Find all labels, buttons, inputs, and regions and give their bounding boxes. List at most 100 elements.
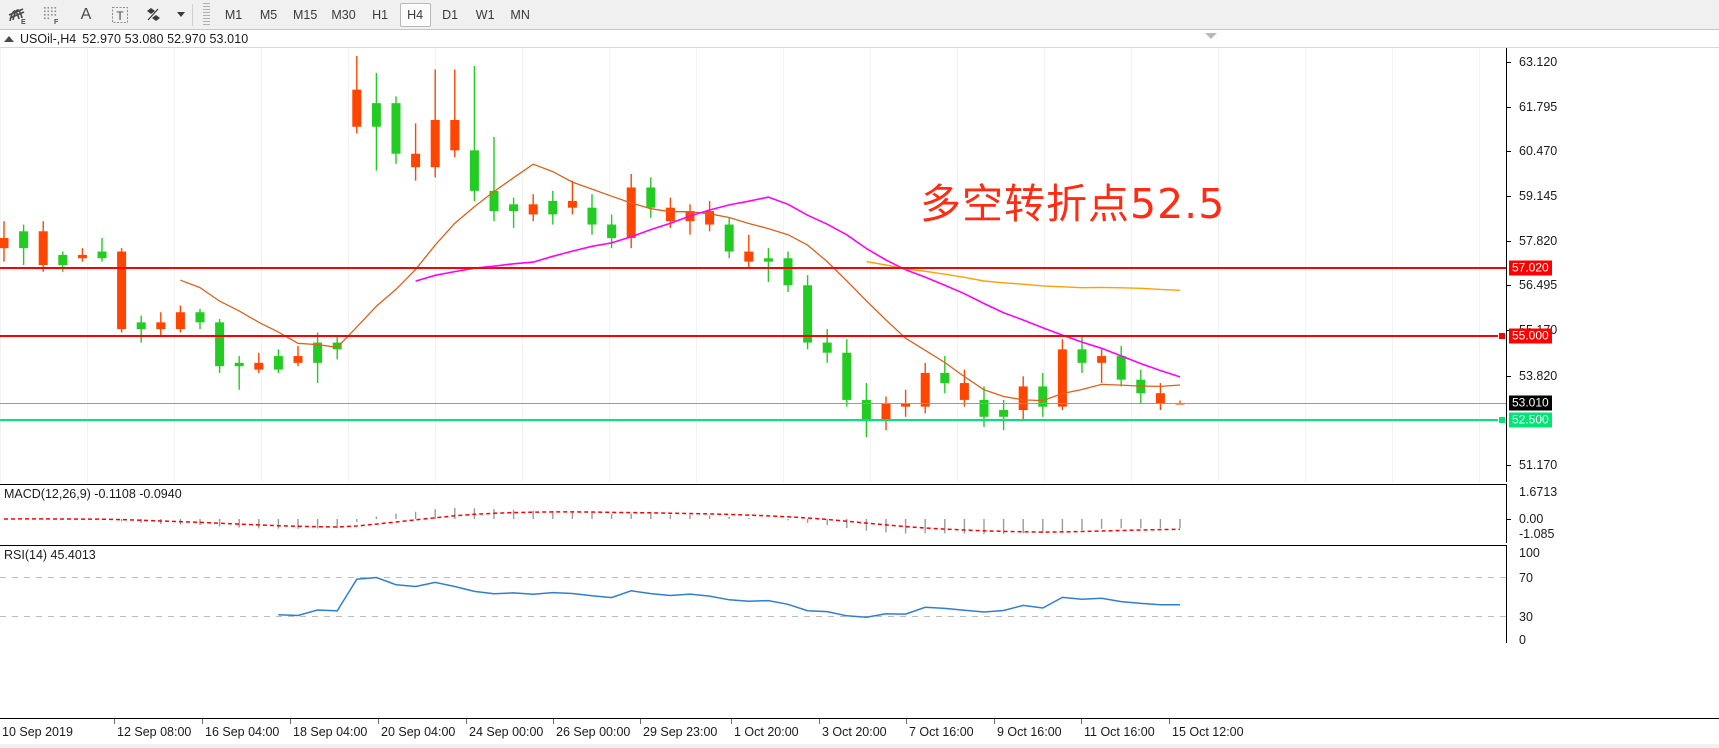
candle-body <box>881 403 891 421</box>
candle-body <box>1097 356 1107 363</box>
rsi-level-30-line <box>0 616 1506 617</box>
macd-tick-000: 0.00 <box>1519 512 1544 526</box>
macd-scale-divider <box>1506 484 1507 543</box>
timeframe-h1[interactable]: H1 <box>372 7 389 22</box>
time-label: 20 Sep 04:00 <box>381 725 456 739</box>
timeframe-m15[interactable]: M15 <box>293 7 318 22</box>
timeframe-d1[interactable]: D1 <box>442 7 459 22</box>
price-chart-pane[interactable]: 多空转折点52.5 <box>0 48 1506 482</box>
time-label: 1 Oct 20:00 <box>734 725 799 739</box>
macd-signal-line <box>3 511 1181 533</box>
price-tick-56-495: 56.495 <box>1519 278 1558 293</box>
time-tick-mark <box>290 719 291 724</box>
candle-body <box>77 254 87 259</box>
rsi-tick-30: 30 <box>1519 610 1533 624</box>
collapse-triangle-icon[interactable] <box>4 36 14 42</box>
macd-tick-16713: 1.6713 <box>1519 485 1558 499</box>
price-tick-mark <box>1506 330 1511 332</box>
candle-body <box>959 383 969 400</box>
toolbar-grip[interactable] <box>203 2 210 27</box>
candle-body <box>19 231 29 249</box>
scroll-marker-icon[interactable] <box>1205 33 1217 39</box>
svg-text:T: T <box>116 9 124 23</box>
candle-body <box>332 342 342 350</box>
time-tick-mark <box>466 719 467 724</box>
crosshair-grid-icon[interactable]: F <box>36 2 68 28</box>
price-tick-mark <box>1506 375 1511 377</box>
time-tick-mark <box>553 719 554 724</box>
price-tick-mark <box>1506 62 1511 63</box>
candle-body <box>136 322 146 330</box>
candle-body <box>352 89 362 127</box>
macd-indicator-pane[interactable]: MACD(12,26,9) -0.1108 -0.0940 <box>0 484 1506 543</box>
timeframe-m30[interactable]: M30 <box>331 7 356 22</box>
indicators-icon[interactable]: E <box>2 2 34 28</box>
timeframe-m5[interactable]: M5 <box>259 7 278 22</box>
candle-body <box>509 204 519 212</box>
candle-body <box>450 120 460 151</box>
chart-annotation-text: 多空转折点52.5 <box>920 180 1226 228</box>
price-tick-53-820: 53.820 <box>1519 368 1558 383</box>
candle-body <box>371 103 381 127</box>
time-tick-mark <box>731 719 732 724</box>
rsi-scale-divider <box>1506 545 1507 643</box>
macd-plot-layer <box>3 507 1181 535</box>
resistance-label-55000[interactable]: 55.000 <box>1509 328 1552 344</box>
objects-icon[interactable] <box>138 2 170 28</box>
candle-body <box>313 342 323 363</box>
candle-body <box>38 231 48 266</box>
macd-title: MACD(12,26,9) -0.1108 -0.0940 <box>4 487 182 501</box>
ma-line <box>866 260 1181 291</box>
time-label: 12 Sep 08:00 <box>117 725 192 739</box>
candle-body <box>803 285 813 343</box>
chevron-down-icon[interactable] <box>172 2 188 28</box>
candle-body <box>1018 386 1028 411</box>
price-tick-57-820: 57.820 <box>1519 233 1558 248</box>
price-candles-layer <box>0 55 1185 438</box>
candle-body <box>430 120 440 168</box>
text-box-icon[interactable]: T <box>104 2 136 28</box>
time-label: 10 Sep 2019 <box>2 725 73 739</box>
text-label-icon[interactable]: A <box>80 5 92 23</box>
candle-body <box>391 103 401 154</box>
timeframe-m1[interactable]: M1 <box>224 7 243 22</box>
candle-body <box>607 224 617 239</box>
candle-body <box>489 190 499 212</box>
time-tick-mark <box>640 719 641 724</box>
rsi-indicator-pane[interactable]: RSI(14) 45.4013 <box>0 545 1506 643</box>
time-label: 18 Sep 04:00 <box>293 725 368 739</box>
toolbar-separator <box>192 3 193 26</box>
candle-body <box>979 399 989 417</box>
timeframe-w1[interactable]: W1 <box>475 7 495 22</box>
time-label: 11 Oct 16:00 <box>1084 725 1155 739</box>
time-tick-mark <box>202 719 203 724</box>
price-tick-55-170: 55.170 <box>1519 323 1558 338</box>
time-tick-mark <box>819 719 820 724</box>
price-tick-mark <box>1506 106 1511 108</box>
timeframe-h4[interactable]: H4 <box>399 2 431 27</box>
symbol-info-bar: USOil-,H4 52.970 53.080 52.970 53.010 <box>0 31 1719 48</box>
time-label: 7 Oct 16:00 <box>909 725 974 739</box>
candle-body <box>1077 349 1087 363</box>
candle-body <box>469 150 479 191</box>
price-tick-51-170: 51.170 <box>1519 458 1558 472</box>
candle-body <box>548 200 558 215</box>
timeframe-mn[interactable]: MN <box>510 7 530 22</box>
candle-body <box>1175 402 1185 405</box>
candle-body <box>0 238 9 249</box>
candle-body <box>1038 386 1048 407</box>
candle-body <box>215 322 225 367</box>
current-price-label[interactable]: 53.010 <box>1509 395 1552 411</box>
candle-body <box>665 207 675 222</box>
candle-body <box>724 224 734 252</box>
resistance-label-57020[interactable]: 57.020 <box>1509 260 1552 276</box>
time-label: 9 Oct 16:00 <box>997 725 1062 739</box>
candle-body <box>861 399 871 421</box>
candle-body <box>626 187 636 239</box>
support-label-52500[interactable]: 52.500 <box>1509 412 1552 428</box>
time-tick-mark <box>906 719 907 724</box>
time-scale[interactable]: 10 Sep 2019 12 Sep 08:00 16 Sep 04:00 18 Se… <box>0 718 1719 744</box>
chart-toolbar: E F A T <box>0 0 1719 30</box>
time-label: 24 Sep 00:00 <box>469 725 544 739</box>
candle-body <box>195 312 205 323</box>
